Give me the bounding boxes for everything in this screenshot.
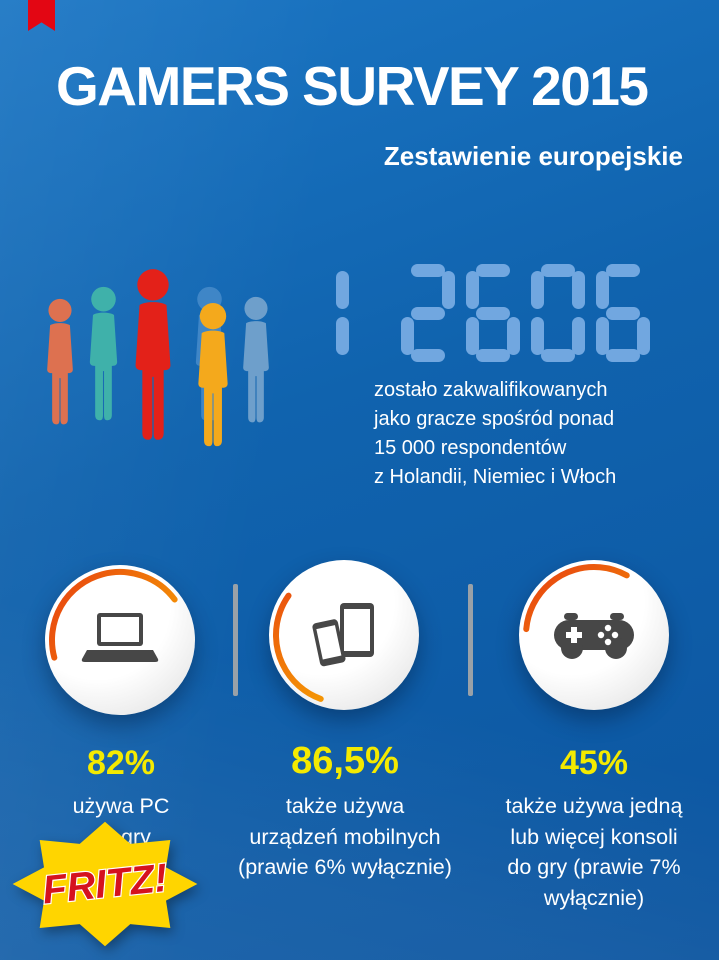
digit-segment [606,306,640,320]
caption-line: jako gracze spośród ponad [374,408,615,430]
counter-caption: zostało zakwalifikowanych jako gracze sp… [374,376,616,492]
digit-segment [476,306,510,320]
digit-segment [572,271,585,309]
vertical-divider [468,584,473,696]
stat-line: także używa [285,794,405,818]
digit-segment [476,349,510,362]
digit-segment [411,349,445,362]
digit-segment [401,317,414,355]
person-orange [47,298,73,425]
counter-digit [336,264,390,362]
stat-line: do gry (prawie 7% [507,855,681,880]
stat-percent: 45% [559,744,629,782]
person-red [135,269,171,440]
stat-line: urządzeń mobilnych [249,824,441,849]
progress-arc [273,564,415,706]
person-yellow [198,302,228,447]
caption-line: 15 000 respondentów [374,437,567,459]
digit-segment [476,264,510,277]
game-controller-icon [554,613,634,659]
digit-segment [596,317,609,355]
digit-segment [411,264,445,277]
digit-segment [531,317,544,355]
digit-segment [411,306,445,320]
stat-line: wyłącznie) [543,885,645,910]
counter-digit [596,264,650,362]
digit-segment [541,349,575,362]
fritz-logo: FRITZ! [12,821,198,947]
subtitle: Zestawienie europejskie [383,141,683,171]
starburst-shape [12,821,198,947]
digit-segment [596,271,609,309]
progress-arc [49,569,191,711]
digit-segment [466,317,479,355]
digit-segment [606,349,640,362]
digit-segment [572,317,585,355]
stat-percent: 82% [86,744,156,782]
stat-badge-mobile [269,560,419,710]
progress-arc [523,564,665,706]
digit-segment [507,317,520,355]
stat-line: (prawie 6% wyłącznie) [238,855,452,880]
mobile-devices-icon [312,603,374,667]
people-pictogram [47,269,269,447]
vertical-divider [233,584,238,696]
caption-line: z Holandii, Niemiec i Włoch [374,466,617,488]
stat-badge-pc [45,565,195,715]
stat-line: używa PC [72,794,170,818]
counter-display [336,264,650,362]
stat-line: lub więcej konsoli [510,824,678,849]
counter-digit [401,264,455,362]
digit-segment [637,317,650,355]
digit-segment [531,271,544,309]
digit-segment [336,317,349,355]
stat-percent: 86,5% [291,740,399,782]
person-teal [89,286,118,421]
caption-line: zostało zakwalifikowanych [374,379,608,401]
digit-segment [541,264,575,277]
laptop-icon [81,613,159,662]
page-title: GAMERS SURVEY 2015 [56,55,649,117]
counter-digit [466,264,520,362]
person-steel-blue [243,296,269,423]
stat-mobile: 86,5% także używa urządzeń mobilnych (pr… [225,740,465,883]
stat-console: 45% także używa jedną lub więcej konsoli… [470,744,718,913]
stat-badge-console [519,560,669,710]
stat-line: także używa jedną [505,794,683,818]
digit-segment [336,271,349,309]
digit-segment [442,271,455,309]
digit-segment [606,264,640,277]
fritz-logo-text: FRITZ! [40,856,169,913]
counter-digit [531,264,585,362]
digit-segment [466,271,479,309]
ribbon-bookmark [28,0,55,31]
